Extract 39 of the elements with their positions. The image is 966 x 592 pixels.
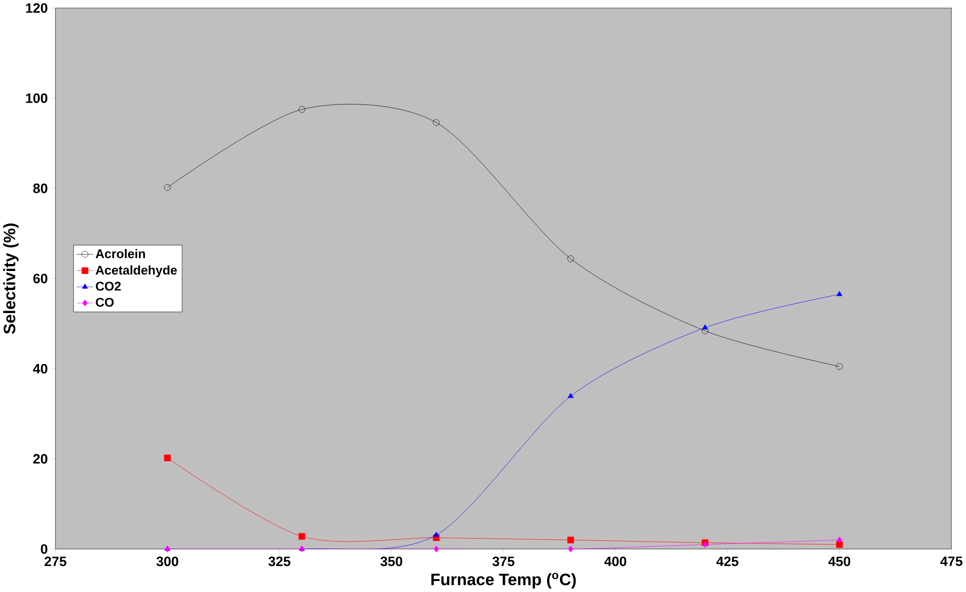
- x-tick-label: 375: [492, 556, 514, 566]
- point: [567, 256, 574, 262]
- point: [164, 454, 171, 462]
- y-tick-label: 0: [40, 544, 48, 554]
- y-axis-title: Selectivity (%): [3, 224, 19, 334]
- point: [434, 546, 439, 552]
- x-tick-label: 325: [268, 556, 290, 566]
- point: [298, 533, 306, 540]
- x-tick-label: 425: [716, 556, 738, 566]
- point: [432, 119, 440, 126]
- y-tick-label: 60: [33, 274, 48, 284]
- point: [702, 328, 708, 334]
- x-tick-label: 350: [380, 556, 402, 566]
- point: [836, 541, 843, 548]
- legend-label: Acrolein: [96, 249, 145, 258]
- point: [836, 291, 842, 296]
- point: [568, 393, 574, 398]
- x-tick-label: 275: [44, 556, 66, 566]
- point: [568, 546, 574, 552]
- point: [836, 536, 842, 544]
- x-tick-label: 300: [156, 556, 178, 566]
- x-tick-label: 450: [828, 556, 850, 566]
- point: [164, 184, 171, 191]
- y-tick-label: 40: [33, 364, 48, 374]
- x-tick-label: 400: [604, 556, 626, 566]
- legend-label: Acetaldehyde: [96, 265, 177, 278]
- y-tick-label: 80: [33, 184, 48, 194]
- y-tick-label: 20: [33, 454, 48, 464]
- x-tick-label: 475: [940, 556, 962, 566]
- x-axis-title: Furnace Temp ($^{o}$C): [431, 572, 576, 589]
- legend-label: CO: [96, 298, 114, 307]
- y-tick-label: 120: [26, 3, 48, 13]
- point: [298, 106, 306, 113]
- point: [702, 324, 708, 330]
- legend-label: CO2: [96, 282, 121, 291]
- point: [433, 532, 440, 537]
- point: [836, 363, 843, 370]
- y-tick-label: 100: [26, 93, 48, 104]
- point: [567, 536, 574, 544]
